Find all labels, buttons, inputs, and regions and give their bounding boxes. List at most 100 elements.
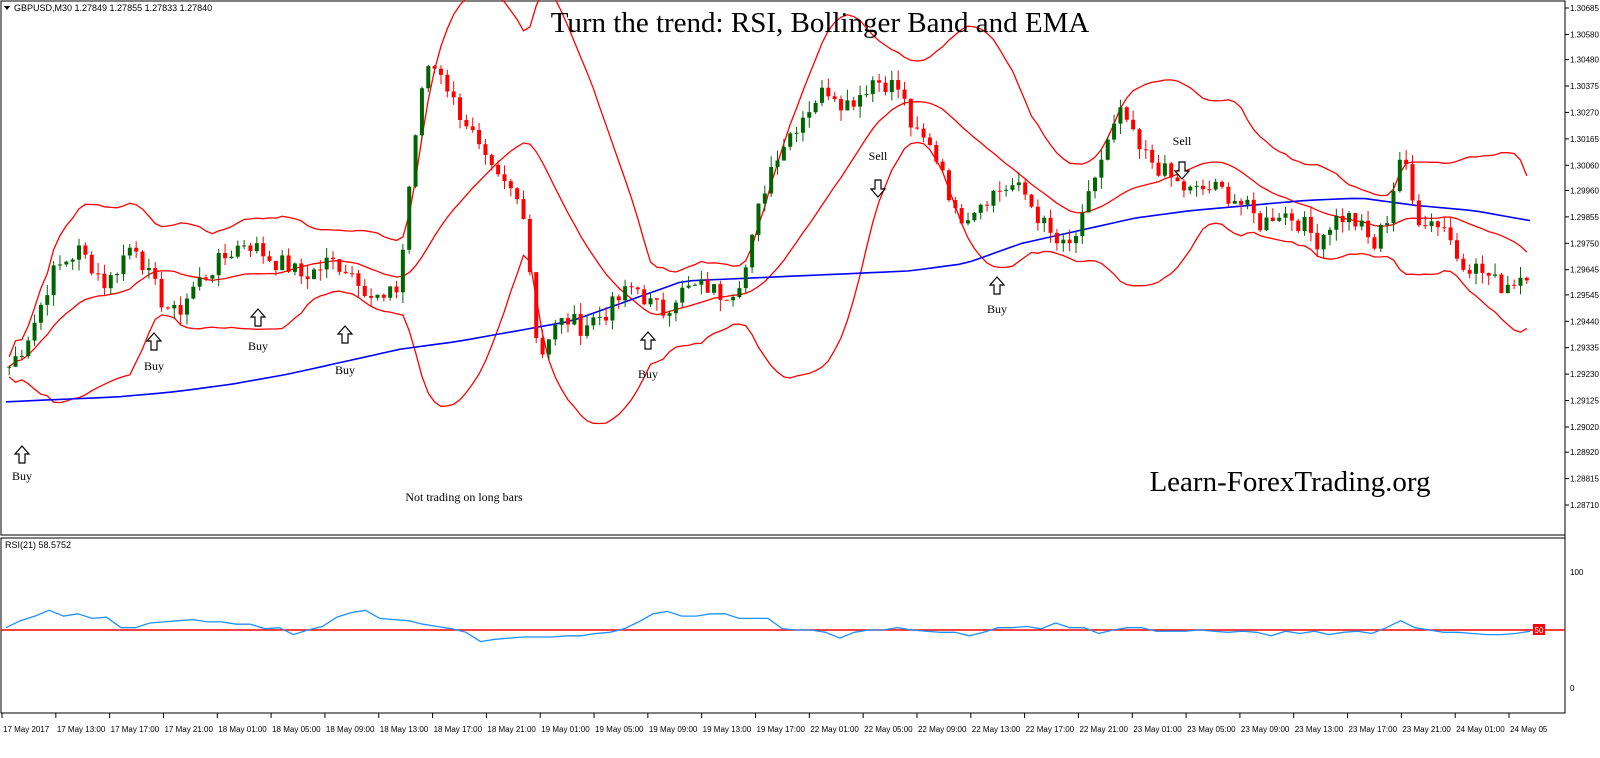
rsi-tick-label: 0 xyxy=(1570,684,1575,693)
candle-body xyxy=(1188,186,1193,191)
annotation-label: Buy xyxy=(144,359,164,373)
candle-body xyxy=(673,302,678,314)
candle-body xyxy=(1480,263,1485,273)
candle-body xyxy=(57,264,62,266)
rsi-tick-label: 100 xyxy=(1570,568,1584,577)
candle-body xyxy=(1442,227,1447,229)
time-tick-label: 19 May 09:00 xyxy=(649,725,698,734)
candle-body xyxy=(1061,239,1066,244)
candle-body xyxy=(197,277,202,287)
candle-body xyxy=(915,127,920,129)
time-tick-label: 24 May 01:00 xyxy=(1456,725,1505,734)
candle-body xyxy=(1277,217,1282,221)
time-tick-label: 17 May 2017 xyxy=(3,725,50,734)
candle-body xyxy=(946,170,951,201)
candle-body xyxy=(470,126,475,130)
candle-body xyxy=(1239,200,1244,205)
candle-body xyxy=(1226,186,1231,204)
candle-body xyxy=(972,212,977,221)
candle-body xyxy=(451,91,456,98)
candle-body xyxy=(419,88,424,136)
time-tick-label: 22 May 09:00 xyxy=(918,725,967,734)
candle-body xyxy=(70,259,75,262)
candle-body xyxy=(648,298,653,305)
candle-body xyxy=(83,245,88,255)
candle-body xyxy=(184,298,189,315)
bollinger-upper-band xyxy=(8,0,1528,357)
candle-body xyxy=(858,95,863,107)
candle-body xyxy=(165,307,170,309)
candle-body xyxy=(261,243,266,257)
candle-body xyxy=(248,245,253,252)
candle-body xyxy=(299,263,304,277)
candle-body xyxy=(1016,182,1021,186)
candle-body xyxy=(343,271,348,274)
candle-body xyxy=(1505,284,1510,294)
candle-body xyxy=(464,119,469,127)
candle-body xyxy=(445,74,450,92)
candle-body xyxy=(318,269,323,271)
candle-body xyxy=(1181,181,1186,191)
candle-body xyxy=(350,273,355,275)
candle-body xyxy=(851,100,856,107)
candle-body xyxy=(1105,139,1110,160)
candle-body xyxy=(1486,272,1491,276)
candle-body xyxy=(604,316,609,321)
candle-body xyxy=(1391,191,1396,224)
candle-body xyxy=(731,297,736,301)
candle-body xyxy=(311,269,316,280)
candle-body xyxy=(1080,212,1085,237)
annotation-label: Buy xyxy=(248,339,268,353)
candle-body xyxy=(680,287,685,303)
candle-body xyxy=(991,190,996,206)
time-tick-label: 23 May 01:00 xyxy=(1133,725,1182,734)
time-tick-label: 19 May 01:00 xyxy=(541,725,590,734)
candle-body xyxy=(521,199,526,219)
candle-body xyxy=(1175,177,1180,182)
candle-body xyxy=(1258,213,1263,231)
candle-body xyxy=(839,99,844,111)
candle-body xyxy=(1366,220,1371,238)
candle-body xyxy=(242,245,247,247)
candle-body xyxy=(458,97,463,120)
candle-body xyxy=(1283,213,1288,218)
time-tick-label: 17 May 17:00 xyxy=(111,725,160,734)
candle-body xyxy=(553,324,558,340)
buy-arrow-icon xyxy=(145,332,163,351)
candle-body xyxy=(635,287,640,290)
candle-body xyxy=(489,154,494,165)
price-tick-label: 1.30165 xyxy=(1570,135,1599,144)
candle-body xyxy=(381,294,386,298)
candle-body xyxy=(832,96,837,100)
candle-body xyxy=(686,285,691,288)
time-tick-label: 17 May 13:00 xyxy=(57,725,106,734)
time-tick-label: 19 May 17:00 xyxy=(757,725,806,734)
candle-body xyxy=(7,366,12,368)
candle-body xyxy=(1086,191,1091,213)
candle-body xyxy=(1131,119,1136,130)
price-tick-label: 1.30060 xyxy=(1570,161,1599,170)
time-tick-label: 23 May 05:00 xyxy=(1187,725,1236,734)
rsi-line xyxy=(5,609,1531,643)
candle-body xyxy=(388,286,393,298)
rsi-level-badge xyxy=(1533,624,1545,635)
annotation-label: Buy xyxy=(335,363,355,377)
candle-body xyxy=(902,89,907,99)
buy-arrow-icon xyxy=(13,445,31,464)
price-tick-label: 1.29750 xyxy=(1570,239,1599,248)
candle-body xyxy=(223,253,228,259)
candle-body xyxy=(896,80,901,90)
candle-body xyxy=(1410,164,1415,201)
candle-body xyxy=(534,272,539,339)
candle-body xyxy=(623,286,628,301)
candle-body xyxy=(667,313,672,316)
bollinger-middle-band xyxy=(8,101,1528,368)
candle-body xyxy=(108,275,113,289)
candle-body xyxy=(1048,217,1053,233)
candle-body xyxy=(1347,213,1352,223)
candle-body xyxy=(432,66,437,69)
symbol-menu-icon[interactable] xyxy=(4,6,10,10)
candle-body xyxy=(89,254,94,274)
candle-body xyxy=(1461,258,1466,270)
